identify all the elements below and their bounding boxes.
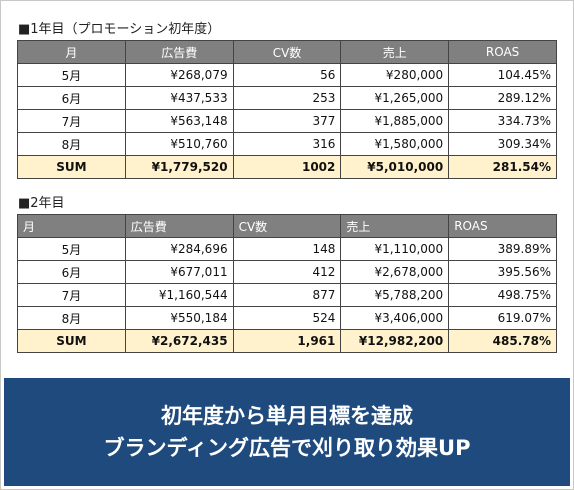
sum-cell: SUM bbox=[17, 155, 126, 179]
header-cell: ROAS bbox=[448, 40, 557, 64]
data-row: 7月 ¥563,148 377 ¥1,885,000 334.73% bbox=[17, 109, 557, 133]
cell: 148 bbox=[232, 237, 342, 261]
header-cell: 月 bbox=[17, 40, 126, 64]
cell: ¥510,760 bbox=[124, 132, 234, 156]
cell: ¥1,110,000 bbox=[340, 237, 450, 261]
banner: 初年度から単月目標を達成 ブランディング広告で刈り取り効果UP bbox=[4, 378, 570, 486]
cell: ¥1,160,544 bbox=[124, 283, 234, 307]
header-cell: CV数 bbox=[232, 40, 342, 64]
data-row: 7月 ¥1,160,544 877 ¥5,788,200 498.75% bbox=[17, 283, 557, 307]
data-row: 8月 ¥510,760 316 ¥1,580,000 309.34% bbox=[17, 132, 557, 156]
data-row: 5月 ¥268,079 56 ¥280,000 104.45% bbox=[17, 63, 557, 87]
cell: 395.56% bbox=[448, 260, 557, 284]
cell: 377 bbox=[232, 109, 342, 133]
cell: ¥1,265,000 bbox=[340, 86, 450, 110]
cell: 7月 bbox=[17, 109, 126, 133]
cell: ¥5,788,200 bbox=[340, 283, 450, 307]
sum-cell: 281.54% bbox=[448, 155, 557, 179]
sum-cell: 1002 bbox=[232, 155, 342, 179]
section-title: ■1年目（プロモーション初年度） bbox=[18, 22, 221, 37]
sum-cell: 1,961 bbox=[232, 329, 342, 353]
cell: 877 bbox=[232, 283, 342, 307]
cell: ¥3,406,000 bbox=[340, 306, 450, 330]
cell: ¥1,885,000 bbox=[340, 109, 450, 133]
header-cell: 広告費 bbox=[124, 40, 234, 64]
header-row: 月広告費 CV数 売上 ROAS bbox=[17, 214, 557, 238]
banner-line: ブランディング広告で刈り取り効果UP bbox=[103, 436, 471, 460]
cell: 334.73% bbox=[448, 109, 557, 133]
cell: 289.12% bbox=[448, 86, 557, 110]
cell: 524 bbox=[232, 306, 342, 330]
cell: 56 bbox=[232, 63, 342, 87]
header-cell: 広告費 bbox=[124, 214, 234, 238]
cell: 5月 bbox=[17, 237, 126, 261]
sum-cell: ¥1,779,520 bbox=[124, 155, 234, 179]
banner-line: 初年度から単月目標を達成 bbox=[161, 404, 413, 428]
cell: 8月 bbox=[17, 132, 126, 156]
header-row: 月広告費 CV数 売上 ROAS bbox=[17, 40, 557, 64]
cell: ¥1,580,000 bbox=[340, 132, 450, 156]
cell: ¥677,011 bbox=[124, 260, 234, 284]
cell: ¥437,533 bbox=[124, 86, 234, 110]
header-cell: 売上 bbox=[340, 214, 450, 238]
cell: 389.89% bbox=[448, 237, 557, 261]
data-row: 5月 ¥284,696 148 ¥1,110,000 389.89% bbox=[17, 237, 557, 261]
cell: ¥268,079 bbox=[124, 63, 234, 87]
sum-row: SUM ¥2,672,435 1,961 ¥12,982,200 485.78% bbox=[17, 329, 557, 353]
sum-cell: 485.78% bbox=[448, 329, 557, 353]
data-row: 6月 ¥677,011 412 ¥2,678,000 395.56% bbox=[17, 260, 557, 284]
sum-cell: ¥2,672,435 bbox=[124, 329, 234, 353]
header-cell: 売上 bbox=[340, 40, 450, 64]
data-table: 月広告費 CV数 売上 ROAS 5月 ¥268,079 56 ¥280,000 104.45%… bbox=[17, 40, 557, 179]
sum-cell: SUM bbox=[17, 329, 126, 353]
cell: 5月 bbox=[17, 63, 126, 87]
section-title: ■2年目 bbox=[18, 196, 65, 211]
cell: 7月 bbox=[17, 283, 126, 307]
data-table: 月広告費 CV数 売上 ROAS 5月 ¥284,696 148 ¥1,110,000 389.… bbox=[17, 214, 557, 353]
cell: 309.34% bbox=[448, 132, 557, 156]
cell: 253 bbox=[232, 86, 342, 110]
cell: 6月 bbox=[17, 86, 126, 110]
data-row: 6月 ¥437,533 253 ¥1,265,000 289.12% bbox=[17, 86, 557, 110]
cell: ¥280,000 bbox=[340, 63, 450, 87]
sum-cell: ¥12,982,200 bbox=[340, 329, 450, 353]
data-row: 8月 ¥550,184 524 ¥3,406,000 619.07% bbox=[17, 306, 557, 330]
sum-cell: ¥5,010,000 bbox=[340, 155, 450, 179]
cell: 316 bbox=[232, 132, 342, 156]
cell: ¥563,148 bbox=[124, 109, 234, 133]
cell: 498.75% bbox=[448, 283, 557, 307]
cell: ¥284,696 bbox=[124, 237, 234, 261]
cell: 8月 bbox=[17, 306, 126, 330]
cell: 104.45% bbox=[448, 63, 557, 87]
cell: ¥550,184 bbox=[124, 306, 234, 330]
cell: 412 bbox=[232, 260, 342, 284]
header-cell: ROAS bbox=[448, 214, 557, 238]
cell: 619.07% bbox=[448, 306, 557, 330]
sum-row: SUM ¥1,779,520 1002 ¥5,010,000 281.54% bbox=[17, 155, 557, 179]
header-cell: CV数 bbox=[232, 214, 342, 238]
cell: 6月 bbox=[17, 260, 126, 284]
header-cell: 月 bbox=[17, 214, 126, 238]
cell: ¥2,678,000 bbox=[340, 260, 450, 284]
